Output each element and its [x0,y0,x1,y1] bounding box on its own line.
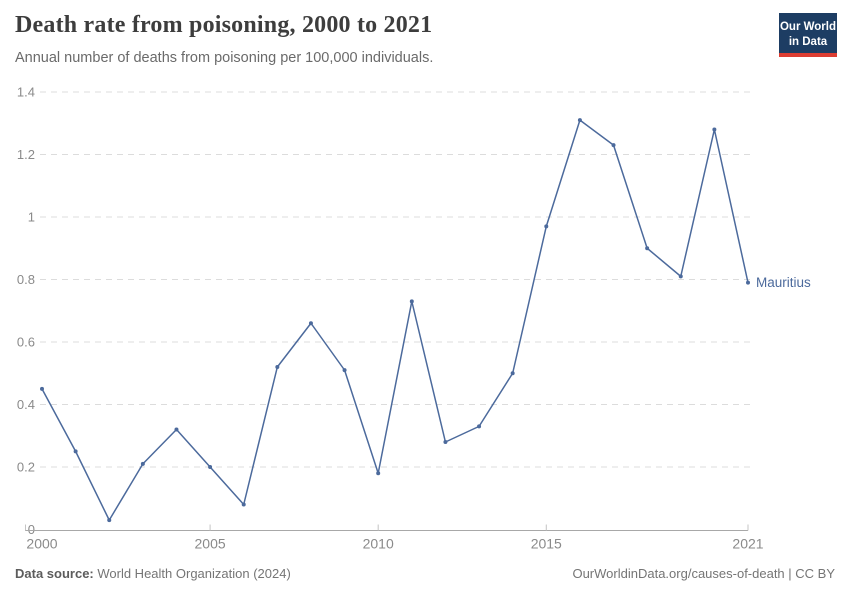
data-point [73,449,78,454]
y-tick-label: 1.4 [17,85,35,100]
x-tick-label: 2005 [195,536,226,552]
owid-logo-line2: in Data [788,35,828,48]
y-tick-label: 0 [28,522,35,537]
x-tick-label: 2000 [26,536,57,552]
y-tick-label: 0.4 [17,397,35,412]
y-tick-label: 0.6 [17,335,35,350]
data-point [544,224,549,229]
data-point [409,299,414,304]
data-point [443,440,448,444]
data-point [241,502,246,507]
y-tick-label: 1 [28,210,35,225]
owid-logo-line1: Our World [779,21,836,33]
x-tick-label: 2015 [531,536,562,552]
attribution: OurWorldinData.org/causes-of-death | CC … [572,566,835,581]
data-point [678,274,683,279]
data-point [275,365,280,369]
y-tick-label: 0.8 [17,272,35,287]
data-point [510,371,515,376]
data-point [40,386,44,391]
data-point [376,471,381,476]
data-source-value: World Health Organization (2024) [93,566,291,581]
line-chart: 0 0.2 0.4 0.6 0.8 1 1.2 1.4 2000 2005 2010 2015 2021… [17,85,811,552]
data-point [140,461,145,466]
data-point [342,368,347,373]
data-point [477,424,482,429]
x-tick-label: 2021 [732,536,763,552]
data-point [577,118,582,123]
chart-subtitle: Annual number of deaths from poisoning p… [15,50,434,66]
owid-logo[interactable]: Our World in Data [779,13,837,57]
y-tick-label: 0.2 [17,460,35,475]
data-point [746,280,750,285]
series-end-label: Mauritius [756,275,811,290]
data-point [208,465,213,469]
chart-title: Death rate from poisoning, 2000 to 2021 [15,12,433,38]
chart-footer: Data source: World Health Organization (… [15,566,835,581]
data-point [611,143,616,148]
y-tick-label: 1.2 [17,147,35,162]
data-line [41,119,749,521]
data-source-label: Data source: [15,566,94,581]
data-point [712,127,717,132]
data-point [308,321,313,326]
data-source: Data source: World Health Organization (… [15,566,291,581]
data-point [107,518,112,523]
x-tick-label: 2010 [363,536,394,552]
data-point [645,246,650,251]
data-point [174,427,179,432]
